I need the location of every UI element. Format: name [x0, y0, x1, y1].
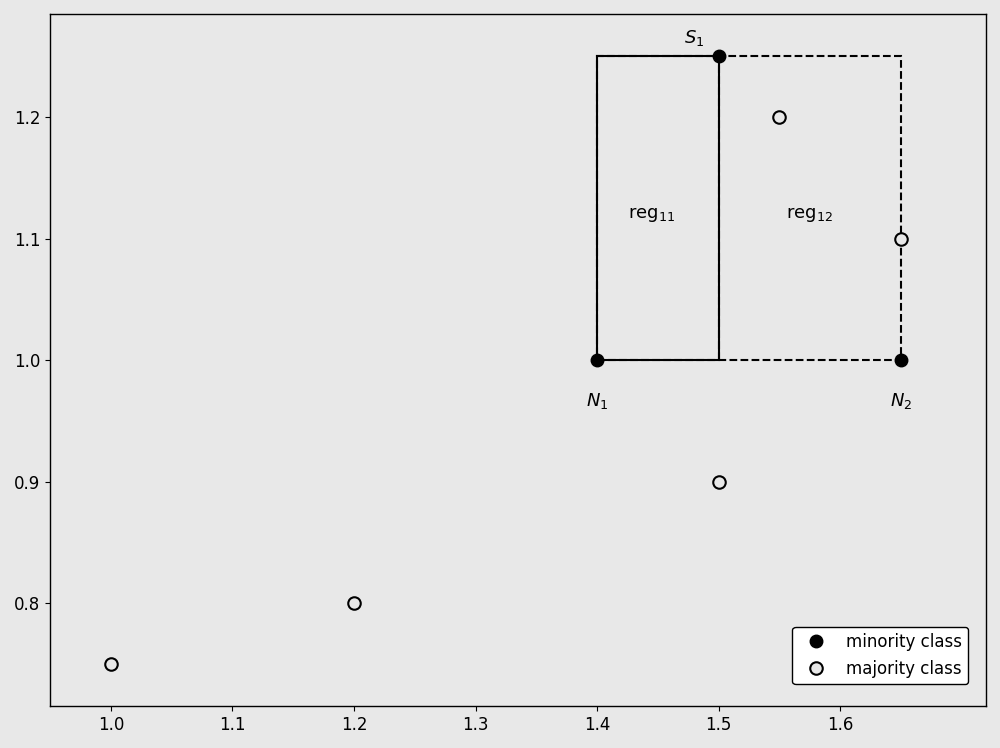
Text: $N_1$: $N_1$	[586, 390, 608, 411]
Bar	[597, 56, 719, 360]
Legend: minority class, majority class: minority class, majority class	[792, 627, 968, 684]
Text: $\mathrm{reg}_{11}$: $\mathrm{reg}_{11}$	[628, 205, 675, 224]
Text: $S_1$: $S_1$	[684, 28, 704, 48]
Bar	[597, 56, 901, 360]
Text: $\mathrm{reg}_{12}$: $\mathrm{reg}_{12}$	[786, 205, 833, 224]
Text: $N_2$: $N_2$	[890, 390, 912, 411]
